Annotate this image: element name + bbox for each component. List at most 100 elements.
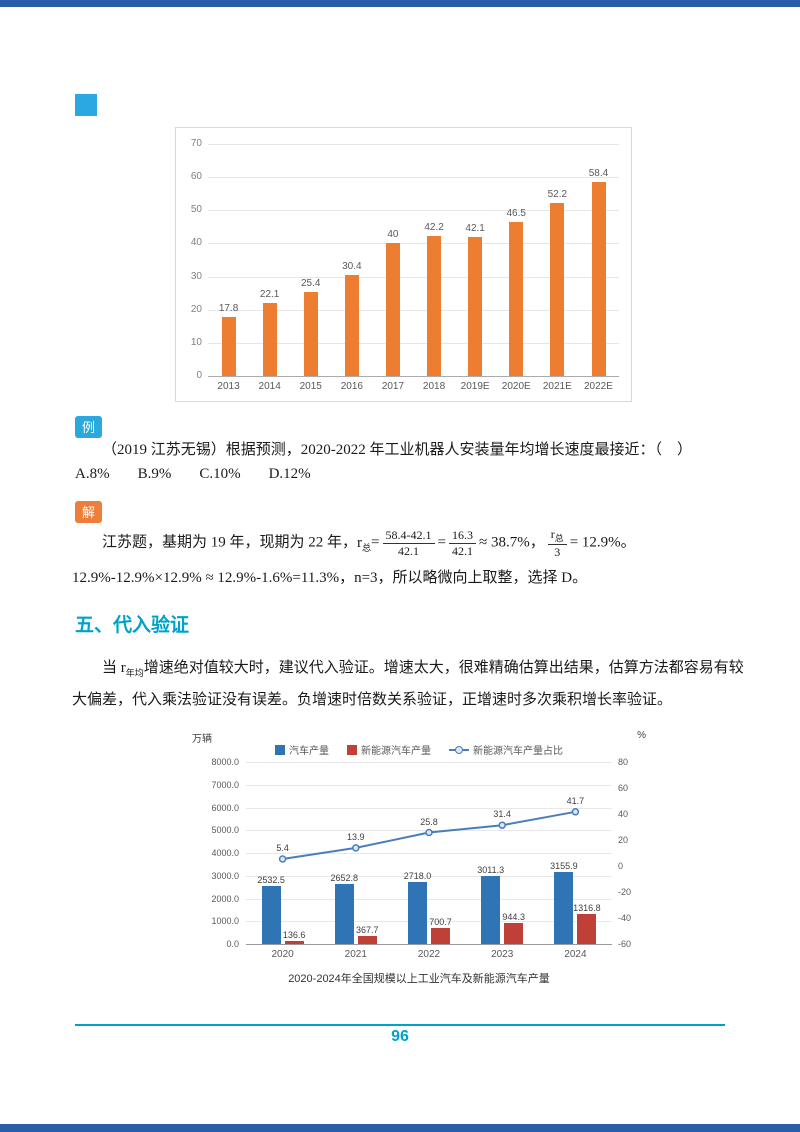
gridline — [246, 921, 612, 923]
right-axis-tick-label: 60 — [618, 783, 629, 793]
bar-value-label: 46.5 — [506, 207, 526, 219]
bar-value-label: 22.1 — [259, 288, 280, 300]
example-badge: 例 — [75, 416, 103, 438]
line-marker — [571, 808, 580, 816]
legend-item: 新能源汽车产量占比 — [449, 742, 563, 757]
y-axis-tick-label: 0 — [196, 370, 202, 381]
right-axis-tick-label: -60 — [618, 939, 632, 949]
option-a: A.8% — [75, 466, 110, 482]
gridline — [208, 144, 619, 145]
y-axis-tick-label: 50 — [190, 204, 202, 216]
bar-value-label: 58.4 — [588, 168, 609, 180]
paragraph-part-2: 增速绝对值较大时，建议代入验证。增速太大，很难精确估算出结果，估算方法都容易有较… — [72, 660, 744, 708]
bar-value-label: 17.8 — [218, 303, 239, 314]
fraction-1-numerator: 58.4-42.1 — [382, 528, 435, 544]
bottom-border-bar — [0, 1124, 800, 1132]
x-axis-tick-label: 2017 — [381, 381, 405, 392]
bar — [504, 922, 524, 944]
x-axis-tick-label: 2019E — [460, 381, 490, 392]
y-axis-tick-label: 30 — [190, 270, 202, 282]
bar — [221, 317, 236, 376]
bar — [481, 875, 501, 944]
bar — [261, 886, 281, 944]
bar — [334, 883, 354, 944]
solution-text: 江苏题，基期为 19 年，现期为 22 年，r总= 58.4-42.1 42.1 = 1… — [72, 527, 748, 593]
r-avg-subscript: 年均 — [125, 668, 144, 678]
bar — [468, 236, 483, 376]
line-value-label: 31.4 — [493, 809, 511, 820]
bar — [577, 914, 597, 944]
bar-value-label: 700.7 — [429, 917, 452, 928]
bar — [427, 236, 442, 376]
right-axis-tick-label: -20 — [618, 887, 632, 897]
x-axis-tick-label: 2016 — [340, 381, 363, 392]
left-axis-tick-label: 6000.0 — [211, 802, 239, 813]
answer-options: A.8% B.9% C.10% D.12% — [75, 466, 311, 483]
bar-value-label: 42.2 — [424, 222, 444, 234]
solution-tail-2: 12.9% ≈ 12.9%-1.6%=11.3%，n=3，所以略微向上取整，选择… — [162, 569, 588, 586]
fraction-2-numerator: 16.3 — [448, 528, 476, 544]
x-axis-tick-label: 2021 — [344, 949, 367, 960]
bar-value-label: 136.6 — [282, 929, 306, 940]
bar — [344, 275, 359, 376]
solution-intro: 江苏题，基期为 19 年，现期为 22 年， — [102, 534, 358, 551]
line-value-label: 5.4 — [276, 843, 289, 853]
bar — [262, 302, 277, 376]
y-axis-tick-label: 40 — [190, 237, 202, 249]
bar — [284, 940, 304, 944]
r-var: r — [357, 534, 363, 551]
bar-value-label: 40 — [387, 229, 399, 241]
x-axis-tick-label: 2020E — [501, 381, 531, 392]
y-axis-tick-label: 10 — [190, 336, 202, 348]
bar-value-label: 367.7 — [356, 924, 379, 935]
bar — [550, 203, 565, 376]
left-axis-tick-label: 7000.0 — [211, 779, 239, 790]
x-axis-tick-label: 2018 — [422, 381, 446, 392]
legend-line-swatch — [449, 745, 469, 754]
right-axis-tick-label: 20 — [618, 835, 629, 845]
line-marker — [278, 855, 287, 863]
fraction-3-numerator: r总 — [547, 527, 567, 546]
bar-value-label: 25.4 — [301, 277, 321, 289]
r-total-variable: r总 — [357, 534, 371, 553]
solution-badge: 解 — [75, 501, 103, 523]
x-axis-tick-label: 2021E — [542, 381, 572, 392]
right-axis-tick-label: 80 — [618, 757, 629, 767]
left-axis-tick-label: 8000.0 — [211, 757, 239, 767]
y-axis-tick-label: 70 — [190, 138, 202, 149]
left-axis-tick-label: 5000.0 — [211, 825, 239, 836]
bar-value-label: 2532.5 — [257, 875, 285, 886]
left-axis-tick-label: 1000.0 — [211, 916, 239, 927]
bar-value-label: 2652.8 — [330, 872, 359, 883]
line-value-label: 13.9 — [347, 831, 365, 842]
gridline — [208, 177, 619, 179]
gridline — [208, 210, 619, 212]
bar-value-label: 42.1 — [465, 222, 485, 234]
equals-sign-1: = — [371, 534, 380, 551]
y-axis-tick-label: 60 — [190, 171, 202, 183]
top-border-bar — [0, 0, 800, 7]
gridline — [208, 276, 619, 278]
robot-installations-chart: 0 10 20 30 40 50 60 70 17.8 2013 22.1 2014 25.4 2015 3… — [175, 127, 632, 402]
x-axis-tick-label: 2022 — [417, 949, 441, 960]
bar — [303, 291, 318, 376]
body-paragraph: 当 r年均增速绝对值较大时，建议代入验证。增速太大，很难精确估算出结果，估算方法… — [72, 655, 748, 714]
option-b: B.9% — [137, 466, 172, 482]
section-heading: 五、代入验证 — [75, 615, 190, 636]
gridline — [208, 342, 619, 344]
fraction-2-denominator: 42.1 — [451, 543, 473, 558]
bar — [386, 243, 400, 376]
legend-line-marker — [455, 745, 463, 754]
auto-chart-plot: 汽车产量 新能源汽车产量 新能源汽车产量占比 8000.0 7000.0 6000.0 50… — [190, 728, 648, 986]
approx-result: ≈ 38.7%， — [478, 534, 545, 551]
gridline — [246, 807, 612, 809]
bar — [509, 221, 524, 376]
bar-value-label: 944.3 — [502, 911, 525, 922]
right-axis-unit-label: % — [637, 730, 646, 741]
bar-value-label: 52.2 — [547, 189, 568, 200]
line-value-label: 41.7 — [566, 795, 585, 806]
line-marker — [498, 821, 506, 829]
r-subscript-2: 总 — [554, 533, 564, 544]
left-axis-tick-label: 4000.0 — [211, 848, 239, 858]
fraction-1: 58.4-42.1 42.1 — [382, 528, 435, 558]
